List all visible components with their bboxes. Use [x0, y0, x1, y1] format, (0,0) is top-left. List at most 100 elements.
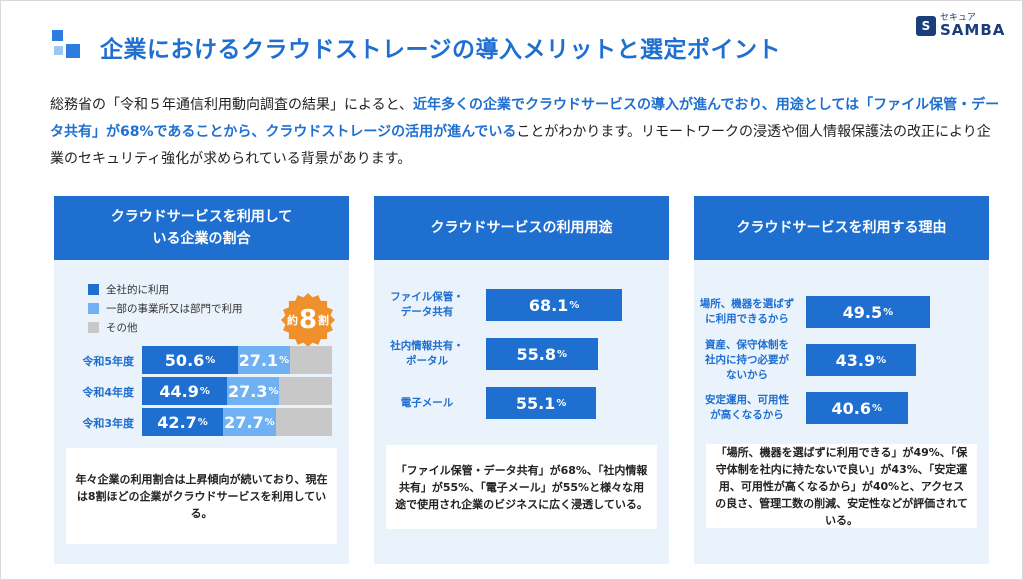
legend-item: 一部の事業所又は部門で利用: [88, 299, 243, 318]
bar-row: 場所、機器を選ばず に利用できるから 49.5%: [694, 296, 989, 328]
category-label-line: に利用できるから: [705, 313, 789, 325]
percent-sign: %: [264, 416, 275, 428]
bar-segment: [289, 346, 332, 374]
card-note: 「場所、機器を選ばずに利用できる」が49%、「保守体制を社内に持たないで良い」が…: [706, 444, 977, 528]
category-label-line: ポータル: [406, 355, 448, 367]
data-label: 50.6: [164, 350, 205, 370]
badge-number: 8: [298, 305, 318, 335]
category-label-line: 電子メール: [400, 396, 454, 409]
data-label: 55.8: [516, 344, 557, 364]
data-label: 68.1: [528, 295, 569, 315]
badge-suffix: 割: [318, 314, 330, 327]
bar-segment: 27.1%: [238, 346, 290, 374]
logo-subtext: セキュア: [940, 13, 976, 23]
category-label: 令和4年度: [82, 386, 134, 399]
category-label: 資産、保守体制を 社内に持つ必要が ないから: [698, 338, 796, 383]
badge-80-percent: 約 8 割: [280, 292, 336, 348]
category-label-line: 社内に持つ必要が: [705, 353, 789, 366]
category-label: 令和3年度: [82, 417, 134, 430]
data-label: 55.1: [515, 393, 556, 413]
intro-text-1: 総務省の「令和５年通信利用動向調査の結果」によると、: [50, 97, 414, 113]
card-note: 年々企業の利用割合は上昇傾向が続いており、現在は8割ほどの企業がクラウドサービス…: [66, 448, 337, 544]
legend-label: 一部の事業所又は部門で利用: [106, 303, 243, 315]
percent-sign: %: [569, 299, 580, 311]
card-note: 「ファイル保管・データ共有」が68%、「社内情報共有」が55%、「電子メール」が…: [386, 445, 657, 529]
stacked-bar-row: 令和5年度 50.6% 27.1%: [54, 346, 349, 374]
bar: 55.1%: [486, 387, 597, 419]
category-label: 場所、機器を選ばず に利用できるから: [698, 297, 796, 327]
category-label-line: ないから: [726, 368, 768, 381]
percent-sign: %: [876, 354, 887, 366]
category-label-line: 社内情報共有・: [390, 340, 464, 352]
bar-row: 社内情報共有・ ポータル 55.8%: [374, 338, 669, 370]
badge-burst-icon: [281, 293, 335, 347]
legend-swatch: [88, 284, 99, 295]
data-label: 44.9: [159, 381, 199, 401]
card-title: クラウドサービスを利用している企業の割合: [110, 209, 293, 247]
bar-row: 安定運用、可用性 が高くなるから 40.6%: [694, 392, 989, 424]
percent-sign: %: [197, 416, 208, 428]
percent-sign: %: [556, 397, 567, 409]
category-label: 令和5年度: [82, 355, 134, 368]
category-label-line: ファイル保管・: [390, 291, 464, 303]
category-label: 電子メール: [378, 396, 476, 411]
logo-text: SAMBA: [940, 21, 1006, 39]
category-label-line: 安定運用、可用性: [705, 394, 789, 406]
category-label-line: データ共有: [400, 306, 454, 318]
deco-square-3: [54, 46, 63, 55]
legend-item: 全社的に利用: [88, 280, 243, 299]
legend-item: その他: [88, 318, 243, 337]
chart-legend: 全社的に利用一部の事業所又は部門で利用 その他: [88, 280, 243, 337]
company-logo: S セキュア SAMBA: [916, 14, 1005, 38]
intro-paragraph: 総務省の「令和５年通信利用動向調査の結果」によると、近年多くの企業でクラウドサー…: [50, 92, 1000, 173]
badge-prefix: 約: [286, 314, 298, 327]
percent-sign: %: [268, 385, 279, 397]
percent-sign: %: [871, 402, 882, 414]
card-cloud-use-purpose: クラウドサービスの利用用途 ファイル保管・ データ共有 68.1% 社内情報共有・ ポー…: [374, 196, 669, 564]
bar: 49.5%: [806, 296, 930, 328]
bar-row: ファイル保管・ データ共有 68.1%: [374, 289, 669, 321]
data-label: 27.7: [224, 412, 264, 432]
legend-swatch: [88, 303, 99, 314]
bar-segment: [275, 408, 332, 436]
percent-sign: %: [557, 348, 568, 360]
category-label-line: 場所、機器を選ばず: [699, 298, 795, 310]
bar: 55.8%: [486, 338, 598, 370]
legend-label: その他: [106, 322, 138, 334]
bar-segment: 42.7%: [142, 408, 224, 436]
percent-sign: %: [279, 354, 290, 366]
card-cloud-usage-ratio: クラウドサービスを利用している企業の割合 全社的に利用一部の事業所又は部門で利用…: [54, 196, 349, 564]
intro-highlight: 近年多くの企業でクラウドサービスの導入が進んでおり、用途としては「ファイル保管・…: [50, 97, 1000, 140]
percent-sign: %: [883, 306, 894, 318]
page-title: 企業におけるクラウドストレージの導入メリットと選定ポイント: [100, 37, 782, 63]
bar-segment: 27.3%: [227, 377, 280, 405]
legend-swatch: [88, 322, 99, 333]
logo-mark-icon: S: [916, 16, 936, 36]
data-label: 27.1: [238, 350, 279, 370]
bar-segment: 50.6%: [142, 346, 239, 374]
data-label: 27.3: [227, 381, 268, 401]
card-header: クラウドサービスの利用用途: [374, 196, 669, 260]
intro-text-2: ことがわかります。リモートワークの浸透や個人情報保護法の改正により企業のセキュリ…: [50, 124, 991, 167]
category-label: 社内情報共有・ ポータル: [378, 339, 476, 369]
stacked-bar-row: 令和4年度 44.9% 27.3%: [54, 377, 349, 405]
category-label: ファイル保管・ データ共有: [378, 290, 476, 320]
data-label: 43.9: [835, 350, 876, 370]
card-header: クラウドサービスを利用している企業の割合: [54, 196, 349, 260]
bar-segment: [279, 377, 332, 405]
card-title: クラウドサービスの利用用途: [430, 220, 613, 236]
data-label: 42.7: [157, 412, 197, 432]
category-label-line: が高くなるから: [710, 409, 784, 421]
card-cloud-use-reason: クラウドサービスを利用する理由 場所、機器を選ばず に利用できるから 49.5% 資産…: [694, 196, 989, 564]
bar-row: 資産、保守体制を 社内に持つ必要が ないから 43.9%: [694, 339, 989, 381]
card-title: クラウドサービスを利用する理由: [736, 220, 947, 236]
deco-square-2: [66, 44, 80, 58]
percent-sign: %: [205, 354, 216, 366]
card-header: クラウドサービスを利用する理由: [694, 196, 989, 260]
data-label: 40.6: [831, 398, 871, 418]
bar: 43.9%: [806, 344, 916, 376]
category-label-line: 資産、保守体制を: [705, 338, 789, 351]
category-label: 安定運用、可用性 が高くなるから: [698, 393, 796, 423]
deco-square-1: [52, 30, 63, 41]
bar: 68.1%: [486, 289, 623, 321]
